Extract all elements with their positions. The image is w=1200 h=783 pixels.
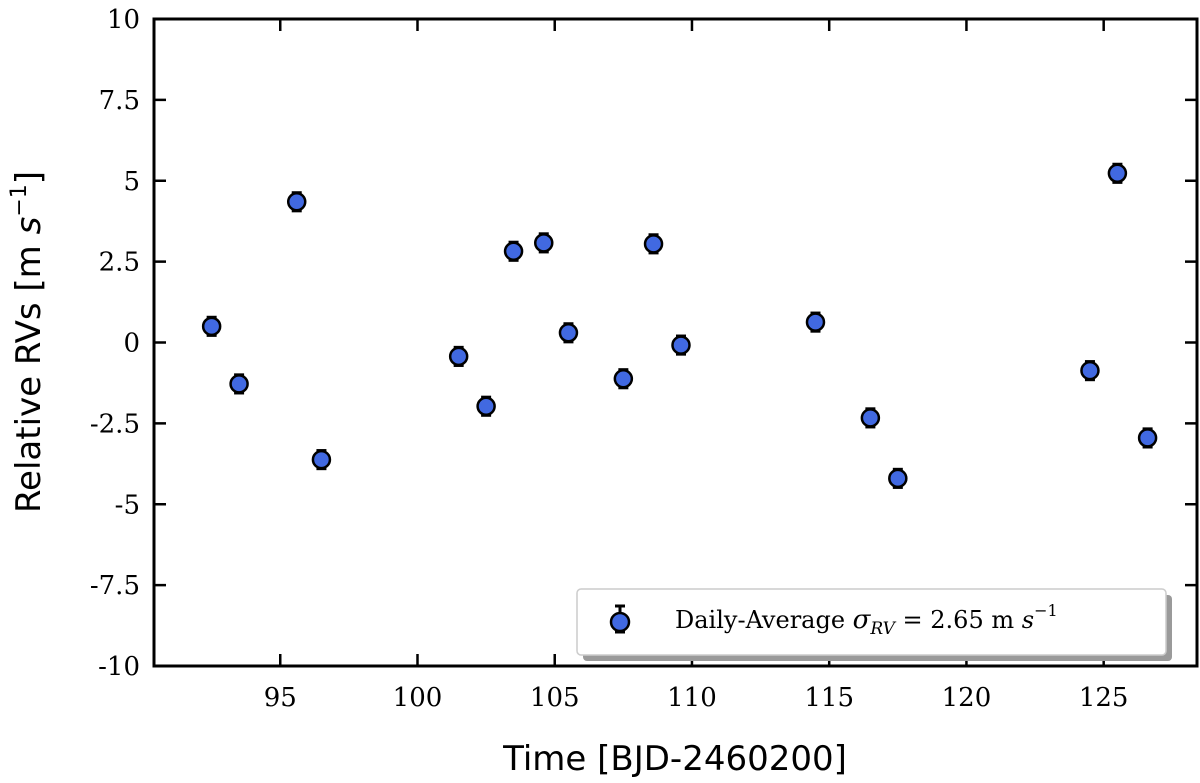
point-marker: [805, 312, 826, 332]
y-tick-label-2: 5: [123, 167, 140, 197]
point-marker: [1080, 360, 1100, 381]
point-marker: [643, 234, 664, 254]
y-tick-label-7: -7.5: [90, 571, 140, 601]
y-tick-label-1: 7.5: [99, 86, 140, 116]
point-marker: [671, 335, 691, 355]
point-marker: [476, 396, 496, 416]
point-marker: [888, 468, 908, 489]
x-tick-label-0: 95: [264, 683, 297, 713]
point-marker: [1137, 428, 1158, 448]
x-tick-label-2: 105: [530, 683, 580, 713]
point-marker: [448, 346, 469, 367]
data-point: [1107, 162, 1128, 184]
legend-unit: s: [1022, 606, 1034, 634]
data-point: [1080, 360, 1100, 382]
x-tick-label-5: 120: [942, 683, 992, 713]
y-axis-label-unit: s: [9, 217, 49, 235]
data-points: [201, 162, 1158, 489]
data-point: [201, 315, 222, 337]
data-point: [643, 233, 664, 255]
data-point: [558, 322, 579, 344]
legend-sigma-sub: RV: [869, 619, 896, 639]
data-point: [503, 240, 524, 262]
point-marker: [201, 316, 222, 337]
point-marker: [558, 323, 579, 343]
data-point: [448, 345, 469, 367]
legend-box: [576, 588, 1167, 656]
y-tick-label-4: 0: [123, 329, 140, 359]
y-tick-label-6: -5: [115, 490, 140, 520]
x-tick-label-1: 100: [393, 683, 443, 713]
point-marker: [534, 233, 554, 253]
data-point: [860, 407, 881, 429]
point-marker: [229, 374, 249, 394]
data-point: [534, 232, 554, 254]
y-axis-label-exp: −1: [7, 184, 32, 216]
y-tick-label-5: -2.5: [90, 409, 140, 439]
plot-frame: [152, 17, 1199, 668]
x-tick-label-4: 115: [804, 683, 854, 713]
y-axis-label-suffix: ]: [9, 171, 49, 184]
x-tick-label-6: 125: [1079, 683, 1129, 713]
data-point: [671, 334, 691, 356]
point-marker: [311, 449, 332, 470]
data-point: [1137, 427, 1158, 449]
point-marker: [286, 192, 307, 212]
data-point: [229, 373, 249, 395]
y-tick-label-8: -10: [98, 652, 140, 682]
legend-label-prefix: Daily-Average: [675, 606, 853, 634]
legend-sigma: σ: [853, 605, 872, 635]
x-tick-label-3: 110: [667, 683, 717, 713]
y-axis-label-prefix: Relative RVs [m: [9, 234, 49, 513]
legend-unit-exp: −1: [1034, 601, 1058, 620]
point-marker: [503, 241, 524, 262]
point-marker: [860, 408, 881, 428]
data-point: [805, 311, 826, 333]
data-point: [888, 467, 908, 489]
point-marker: [1107, 163, 1128, 184]
legend-label-mid: = 2.65 m: [895, 606, 1022, 634]
data-point: [286, 191, 307, 213]
legend-label: Daily-Average σRV = 2.65 m s−1: [675, 601, 1058, 639]
y-tick-label-3: 2.5: [99, 248, 140, 278]
point-marker: [613, 368, 634, 389]
y-tick-label-0: 10: [107, 5, 140, 35]
legend-marker-icon: [609, 604, 631, 634]
data-point: [613, 368, 634, 390]
data-point: [476, 395, 496, 417]
legend: Daily-Average σRV = 2.65 m s−1: [576, 588, 1172, 661]
axis-ticks: 95 100 105 110 115 120 125 10 7.5 5 2.5 0 -2.5 -5 -7.5…: [90, 5, 1197, 713]
data-point: [311, 449, 332, 471]
y-axis-label: Relative RVs [m s−1]: [7, 171, 49, 513]
x-axis-label: Time [BJD-2460200]: [502, 739, 847, 779]
